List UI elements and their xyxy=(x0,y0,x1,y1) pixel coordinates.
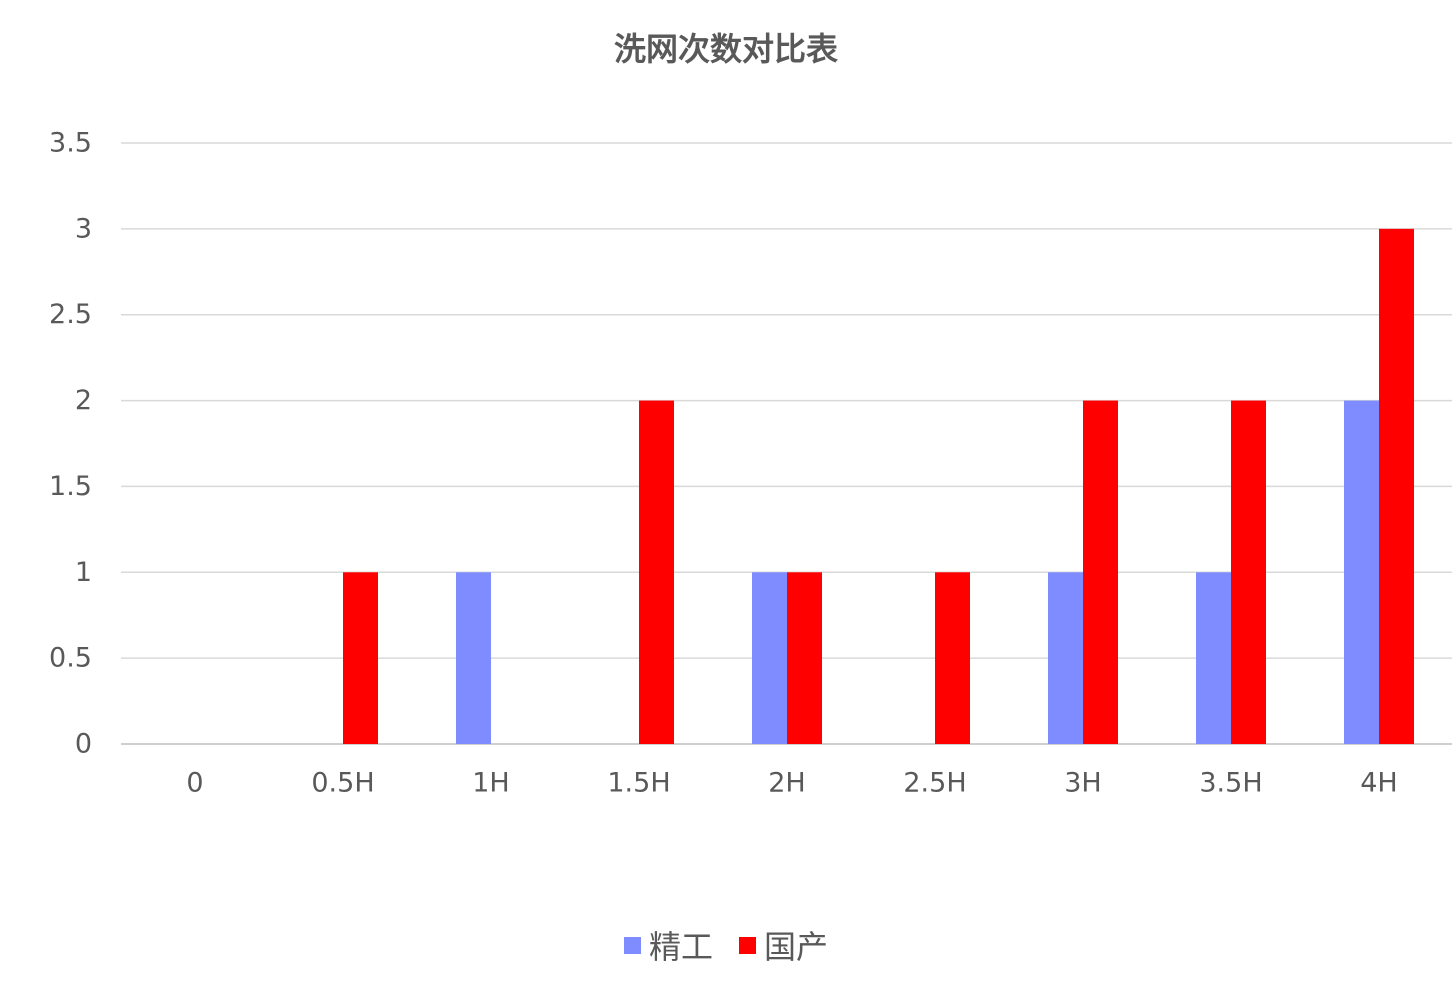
bar-series-2 xyxy=(1231,400,1266,744)
y-tick-label: 3.5 xyxy=(49,128,92,159)
legend-swatch xyxy=(739,936,756,954)
chart-title: 洗网次数对比表 xyxy=(613,30,838,68)
x-tick-label: 0.5H xyxy=(311,768,374,799)
x-tick-label: 1H xyxy=(472,768,509,799)
bar-series-2 xyxy=(935,572,970,744)
bar-series-2 xyxy=(1083,400,1118,744)
bar-series-1 xyxy=(752,572,787,744)
bar-series-2 xyxy=(343,572,378,744)
bar-series-1 xyxy=(1048,572,1083,744)
x-tick-label: 4H xyxy=(1360,768,1397,799)
y-tick-label: 3 xyxy=(75,213,92,244)
bar-series-1 xyxy=(1344,400,1379,744)
bar-series-1 xyxy=(456,572,491,744)
y-tick-label: 0.5 xyxy=(49,643,92,674)
x-tick-label: 2.5H xyxy=(903,768,966,799)
y-tick-label: 1 xyxy=(75,557,92,588)
y-tick-label: 2.5 xyxy=(49,299,92,330)
bar-series-1 xyxy=(1196,572,1231,744)
y-tick-label: 0 xyxy=(75,729,92,760)
bar-series-2 xyxy=(1379,228,1414,744)
x-tick-label: 0 xyxy=(186,768,203,799)
bar-series-2 xyxy=(787,572,822,744)
x-tick-label: 3H xyxy=(1064,768,1101,799)
legend-swatch xyxy=(623,936,641,954)
legend-item: 精工 xyxy=(623,922,713,968)
y-tick-label: 2 xyxy=(75,385,92,416)
legend: 精工 国产 xyxy=(0,922,1452,968)
x-tick-label: 3.5H xyxy=(1199,768,1262,799)
legend-item: 国产 xyxy=(739,922,828,968)
y-tick-label: 1.5 xyxy=(49,471,92,502)
legend-label: 国产 xyxy=(764,928,829,966)
x-tick-label: 1.5H xyxy=(607,768,670,799)
bar-series-2 xyxy=(639,400,674,744)
x-tick-label: 2H xyxy=(768,768,805,799)
legend-label: 精工 xyxy=(648,928,713,966)
